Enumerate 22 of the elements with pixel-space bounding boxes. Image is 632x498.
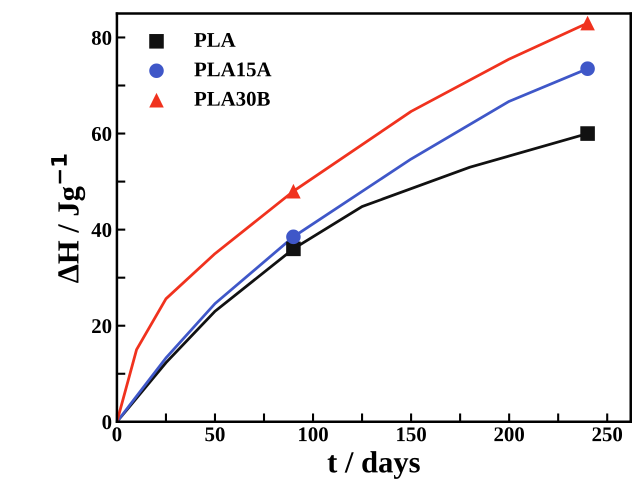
y-tick-label: 0 <box>102 415 112 430</box>
point <box>286 242 301 256</box>
legend-label: PLA15A <box>194 62 272 76</box>
point <box>286 184 301 198</box>
y-tick-label: 80 <box>92 30 112 45</box>
y-tick-label: 40 <box>92 223 112 238</box>
y-tick-label: 20 <box>92 319 112 334</box>
x-tick-label: 200 <box>494 427 524 442</box>
y-axis-title: ΔH / Jg$^{−1}$ <box>51 154 86 283</box>
y-tick-label: 60 <box>92 126 112 141</box>
x-tick-label: 0 <box>112 427 122 442</box>
legend-label: PLA30B <box>194 92 270 106</box>
x-axis-title: t / days <box>328 451 420 479</box>
x-tick-label: 50 <box>205 427 225 442</box>
point <box>580 126 595 141</box>
legend-label: PLA <box>194 33 236 47</box>
point <box>580 16 595 30</box>
point <box>580 61 595 76</box>
x-tick-label: 250 <box>592 427 622 442</box>
x-tick-label: 150 <box>397 427 426 442</box>
x-tick-label: 100 <box>299 427 328 442</box>
point <box>286 230 301 244</box>
